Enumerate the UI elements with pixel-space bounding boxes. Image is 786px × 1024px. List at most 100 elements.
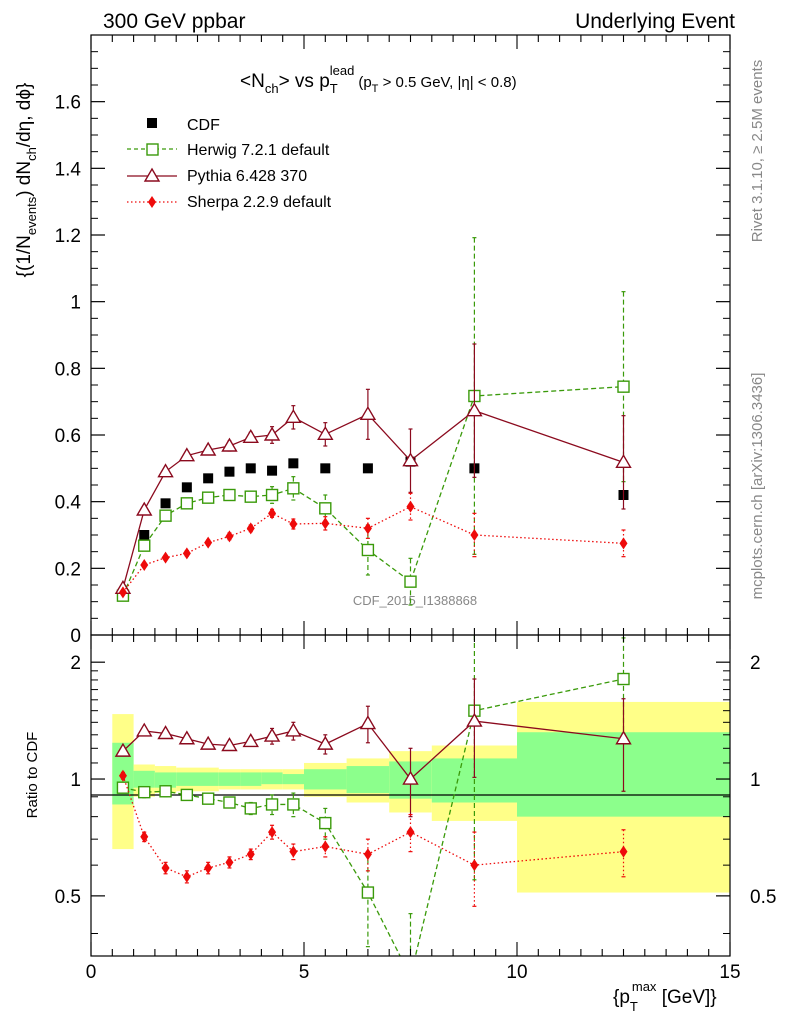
legend-entry-herwig: Herwig 7.2.1 default bbox=[127, 142, 330, 159]
legend-label-cdf: CDF bbox=[187, 117, 220, 134]
x-axis-label: {pTmax [GeV]} bbox=[613, 979, 717, 1014]
main-cdf-marker bbox=[139, 530, 150, 540]
plot-title: <Nch> vs pTlead(pT > 0.5 GeV, |η| < 0.8) bbox=[240, 63, 517, 96]
header-title-right: Underlying Event bbox=[575, 10, 735, 33]
main-y-axis-label: {(1/Nevents) dNch/dη, dϕ} bbox=[14, 83, 39, 278]
main-cdf-marker bbox=[224, 466, 235, 477]
ratio-y-axis: 0.5 0.5 1 1 2 2 bbox=[55, 653, 776, 934]
main-sherpa-marker bbox=[182, 547, 191, 560]
main-y-tick-label: 0.6 bbox=[55, 426, 81, 447]
main-panel: 0.2 0.4 0.6 0.8 1 1.2 1.4 1.6 0 CDF_2015_I13888… bbox=[14, 34, 731, 647]
ratio-band-inner bbox=[154, 772, 177, 788]
main-y-tick-label: 1.2 bbox=[55, 226, 81, 247]
main-pythia-series bbox=[114, 343, 632, 595]
ratio-sherpa-marker bbox=[470, 859, 479, 872]
main-cdf-marker bbox=[362, 463, 373, 474]
main-sherpa-marker bbox=[161, 551, 170, 564]
main-herwig-marker bbox=[138, 539, 151, 552]
header-title-left: 300 GeV ppbar bbox=[103, 10, 245, 33]
main-herwig-marker bbox=[159, 509, 172, 522]
ratio-pythia-marker bbox=[263, 727, 281, 742]
ratio-band-inner bbox=[346, 766, 390, 794]
ratio-pythia-series bbox=[114, 678, 632, 818]
ratio-band-inner bbox=[282, 774, 304, 785]
main-sherpa-marker bbox=[619, 537, 628, 550]
main-y-tick-label: 0.8 bbox=[55, 359, 81, 380]
ratio-pythia-marker bbox=[402, 770, 419, 785]
ratio-sherpa-marker bbox=[268, 826, 277, 839]
ratio-herwig-marker bbox=[617, 672, 630, 686]
main-pythia-marker bbox=[157, 463, 174, 478]
legend-label-herwig: Herwig 7.2.1 default bbox=[187, 142, 330, 159]
main-cdf-series bbox=[117, 456, 629, 599]
legend-label-sherpa: Sherpa 2.2.9 default bbox=[187, 194, 332, 211]
legend-marker-sherpa bbox=[148, 196, 156, 208]
main-y-tick-label: 1.6 bbox=[55, 93, 81, 114]
ratio-band-inner bbox=[133, 770, 155, 788]
main-sherpa-marker bbox=[406, 500, 415, 513]
main-pythia-marker bbox=[136, 501, 153, 516]
ratio-pythia-marker bbox=[317, 735, 334, 750]
ratio-band-inner bbox=[304, 769, 347, 790]
main-cdf-marker bbox=[203, 473, 214, 484]
main-y-axis: 0.2 0.4 0.6 0.8 1 1.2 1.4 1.6 bbox=[55, 51, 730, 619]
ratio-sherpa-marker bbox=[161, 861, 170, 874]
main-pythia-marker bbox=[402, 452, 419, 467]
ratio-band-inner bbox=[197, 772, 219, 786]
main-herwig-marker bbox=[180, 497, 194, 510]
ratio-herwig-marker bbox=[159, 785, 172, 798]
mcplots-label: mcplots.cern.ch [arXiv:1306.3436] bbox=[749, 373, 766, 600]
legend-marker-herwig bbox=[146, 143, 159, 156]
main-cdf-marker bbox=[160, 498, 171, 509]
ratio-sherpa-series bbox=[118, 769, 628, 907]
ratio-pythia-marker bbox=[199, 735, 217, 750]
legend-entry-cdf: CDF bbox=[147, 117, 220, 134]
ratio-band-inner bbox=[218, 772, 241, 786]
x-tick-label: 0 bbox=[86, 962, 97, 983]
ratio-pythia-marker bbox=[157, 725, 174, 740]
main-data-series bbox=[114, 237, 632, 606]
main-herwig-series bbox=[116, 237, 630, 606]
main-herwig-marker bbox=[361, 543, 375, 557]
ratio-pythia-marker bbox=[285, 722, 302, 737]
main-pythia-line bbox=[122, 409, 624, 589]
ratio-y-tick-label-right: 0.5 bbox=[750, 887, 776, 908]
ratio-pythia-marker bbox=[359, 715, 377, 730]
ratio-herwig-marker bbox=[265, 798, 279, 811]
ratio-band-inner bbox=[261, 772, 283, 785]
ratio-herwig-marker bbox=[138, 785, 151, 799]
main-herwig-marker bbox=[319, 502, 332, 515]
ratio-y-axis-label: Ratio to CDF bbox=[24, 732, 41, 819]
main-herwig-marker bbox=[404, 575, 417, 588]
main-cdf-marker bbox=[320, 463, 331, 474]
main-y-tick-label: 0.4 bbox=[55, 493, 82, 514]
main-pythia-marker bbox=[221, 437, 238, 452]
main-herwig-marker bbox=[244, 490, 257, 503]
ratio-pythia-marker bbox=[136, 722, 153, 737]
ratio-band-inner bbox=[240, 772, 262, 786]
ratio-sherpa-marker bbox=[204, 861, 213, 874]
main-pythia-marker bbox=[199, 441, 217, 456]
ratio-pythia-marker bbox=[242, 733, 259, 748]
main-cdf-marker bbox=[288, 458, 299, 469]
main-sherpa-marker bbox=[246, 522, 255, 535]
main-herwig-marker bbox=[201, 491, 215, 504]
ratio-sherpa-marker bbox=[182, 870, 191, 883]
ratio-pythia-marker bbox=[178, 730, 196, 745]
ratio-band-inner bbox=[176, 772, 198, 786]
ratio-pythia-marker bbox=[466, 712, 483, 727]
ratio-y-tick-label-right: 2 bbox=[750, 653, 761, 674]
ratio-pythia-marker bbox=[615, 730, 632, 745]
main-cdf-marker bbox=[267, 465, 278, 476]
main-y-tick-label: 1 bbox=[70, 293, 81, 314]
ratio-herwig-series bbox=[116, 635, 630, 956]
ratio-pythia-marker bbox=[114, 742, 132, 757]
main-sherpa-marker bbox=[204, 536, 213, 549]
ratio-herwig-marker bbox=[361, 886, 375, 899]
x-tick-label: 5 bbox=[299, 962, 310, 983]
ratio-sherpa-marker bbox=[321, 840, 330, 853]
main-sherpa-marker bbox=[268, 507, 277, 520]
ratio-pythia-marker bbox=[221, 737, 238, 752]
ratio-sherpa-marker bbox=[118, 769, 127, 782]
main-herwig-marker bbox=[223, 488, 236, 502]
